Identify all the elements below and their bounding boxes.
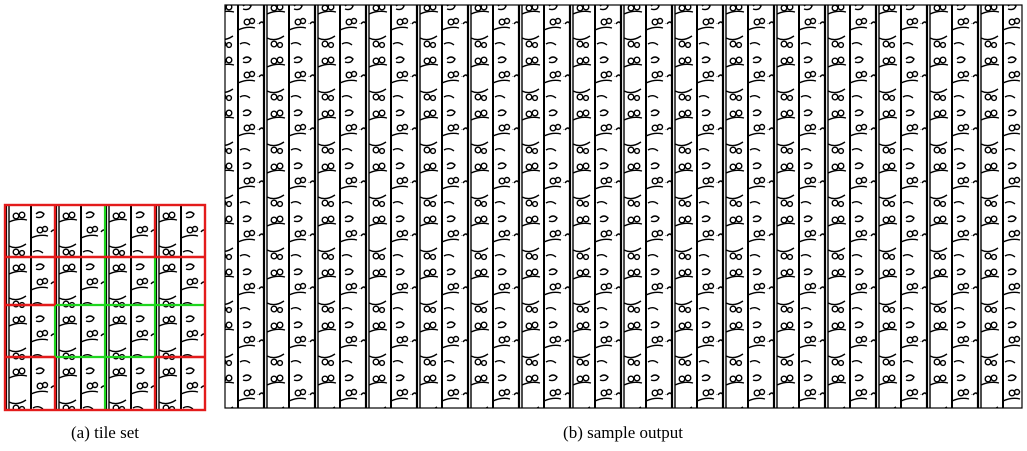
caption: (a) tile set: [71, 423, 139, 442]
sample-output-panel: (b) sample output: [224, 4, 1023, 442]
caption: (b) sample output: [563, 423, 683, 442]
tile-edges-red: [3, 203, 207, 412]
sample-output-image: [225, 5, 1022, 408]
tile-edges-green: [53, 205, 205, 410]
image-border: [224, 4, 1023, 409]
tile-set-panel: (a) tile set: [3, 203, 207, 442]
